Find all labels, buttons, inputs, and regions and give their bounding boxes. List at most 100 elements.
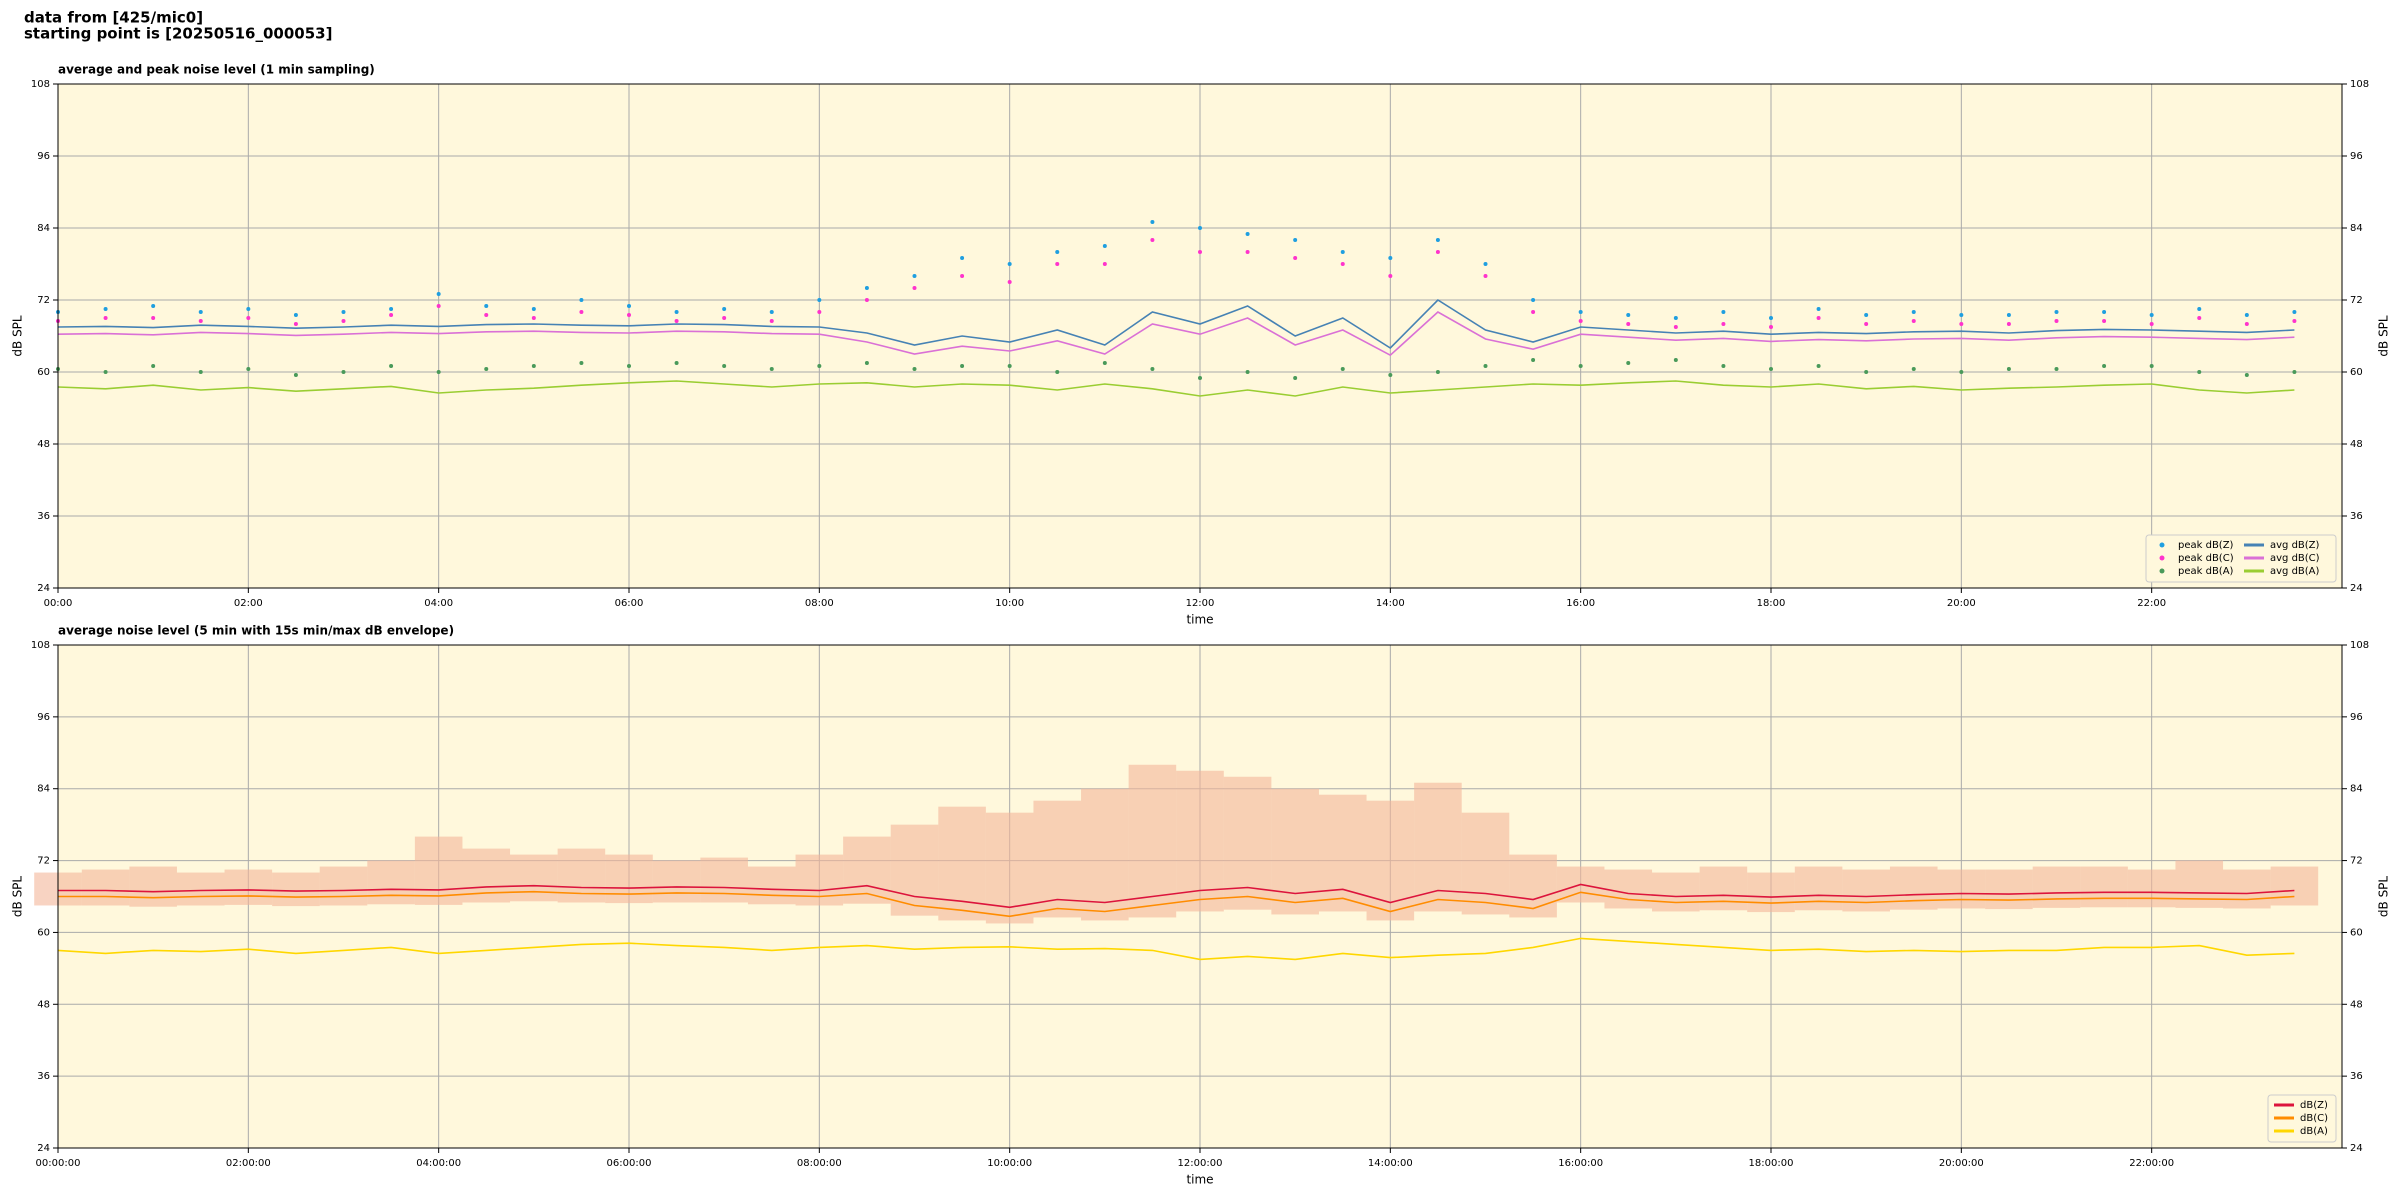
y-tick-label: 48 <box>2350 439 2363 450</box>
series-line <box>58 890 2295 918</box>
peak-point <box>1673 358 1678 362</box>
peak-point <box>1911 319 1916 323</box>
y-tick-label: 96 <box>37 151 50 162</box>
envelope <box>605 854 653 904</box>
peak-point <box>1531 298 1536 302</box>
series-line <box>57 298 2295 350</box>
chart-title: average and peak noise level (1 min samp… <box>58 63 375 77</box>
figure-title: data from [425/mic0] <box>24 9 203 27</box>
envelope <box>1652 872 1700 912</box>
peak-point <box>531 307 536 311</box>
peak-point <box>1864 322 1869 326</box>
legend-label: peak dB(A) <box>2178 566 2234 577</box>
peak-point <box>103 316 108 320</box>
peak-point <box>1102 262 1107 266</box>
peak-point <box>484 304 489 308</box>
legend-box <box>2145 534 2337 583</box>
peak-point <box>2197 316 2202 320</box>
envelope <box>2127 869 2176 908</box>
envelope <box>652 860 701 903</box>
peak-point <box>436 292 441 296</box>
legend: peak dB(Z) peak dB(C) peak dB(A) avg dB(Z) a… <box>2145 534 2337 583</box>
peak-point <box>293 322 298 326</box>
envelope <box>700 857 748 903</box>
envelope <box>1699 866 1748 911</box>
envelope <box>1176 770 1224 912</box>
peak-point <box>1007 280 1012 284</box>
y-tick-label: 36 <box>2350 1071 2363 1082</box>
x-tick-label: 10:00:00 <box>987 1158 1032 1169</box>
peak-point <box>769 367 774 371</box>
envelope <box>1461 812 1510 915</box>
peak-point <box>341 319 346 323</box>
peak-point <box>1293 256 1298 260</box>
envelope <box>367 860 415 905</box>
y-axis-label: dB SPL <box>11 876 25 918</box>
legend-marker <box>2159 568 2165 574</box>
peak-point <box>1388 256 1393 260</box>
x-tick-label: 22:00 <box>2137 598 2166 609</box>
peak-point <box>1150 238 1155 242</box>
peak-point <box>1435 238 1440 242</box>
y-tick-label: 72 <box>37 856 50 867</box>
peak-point <box>769 310 774 314</box>
y-tick-label: 36 <box>2350 511 2363 522</box>
peak-point <box>198 370 203 374</box>
y-tick-label: 108 <box>2350 640 2369 651</box>
peak-point <box>2292 310 2297 314</box>
y-tick-label: 84 <box>2350 784 2363 795</box>
y-axis-label: dB SPL <box>2377 315 2391 357</box>
y-tick-label: 108 <box>31 79 50 90</box>
legend: dB(Z) dB(C) dB(A) <box>2267 1094 2337 1143</box>
y-tick-label: 60 <box>37 367 50 378</box>
peak-point <box>1673 316 1678 320</box>
peak-point <box>1483 364 1488 368</box>
peak-point <box>2054 319 2059 323</box>
peak-point <box>2054 310 2059 314</box>
x-tick-label: 04:00:00 <box>416 1158 461 1169</box>
peak-point <box>484 313 489 317</box>
peak-point <box>198 319 203 323</box>
peak-point <box>912 367 917 371</box>
peak-point <box>1388 373 1393 377</box>
series-line <box>57 380 2295 397</box>
envelope <box>129 866 177 907</box>
peak-point <box>1340 262 1345 266</box>
y-tick-label: 48 <box>2350 999 2363 1010</box>
x-tick-label: 16:00 <box>1566 598 1595 609</box>
peak-point <box>1531 358 1536 362</box>
envelope <box>1271 788 1319 915</box>
peak-point <box>2006 322 2011 326</box>
peak-point <box>2149 322 2154 326</box>
peak-point <box>103 307 108 311</box>
x-tick-label: 00:00:00 <box>36 1158 81 1169</box>
envelope <box>1128 764 1177 918</box>
peak-point <box>1864 370 1869 374</box>
y-tick-label: 60 <box>2350 367 2363 378</box>
peak-point <box>1483 274 1488 278</box>
peak-point <box>627 364 631 368</box>
y-tick-label: 36 <box>37 1071 50 1082</box>
envelope <box>843 836 891 904</box>
peak-point <box>2292 370 2297 374</box>
x-tick-label: 08:00 <box>805 598 834 609</box>
envelope <box>1937 869 1986 909</box>
y-tick-label: 96 <box>2350 712 2363 723</box>
envelope <box>224 869 273 905</box>
peak-point <box>151 316 156 320</box>
envelope <box>414 836 463 905</box>
x-tick-label: 22:00:00 <box>2129 1158 2174 1169</box>
legend-label: avg dB(A) <box>2270 566 2320 577</box>
peak-point <box>1483 262 1488 266</box>
peak-point <box>1721 322 1726 326</box>
envelope <box>1842 869 1890 912</box>
peak-point <box>1864 313 1869 317</box>
x-tick-label: 10:00 <box>995 598 1024 609</box>
peak-point <box>2244 373 2249 377</box>
peak-point <box>1150 220 1155 224</box>
y-tick-label: 60 <box>2350 927 2363 938</box>
peak-point <box>722 364 727 368</box>
y-tick-label: 84 <box>37 223 50 234</box>
y-tick-label: 84 <box>2350 223 2363 234</box>
peak-point <box>1626 313 1631 317</box>
